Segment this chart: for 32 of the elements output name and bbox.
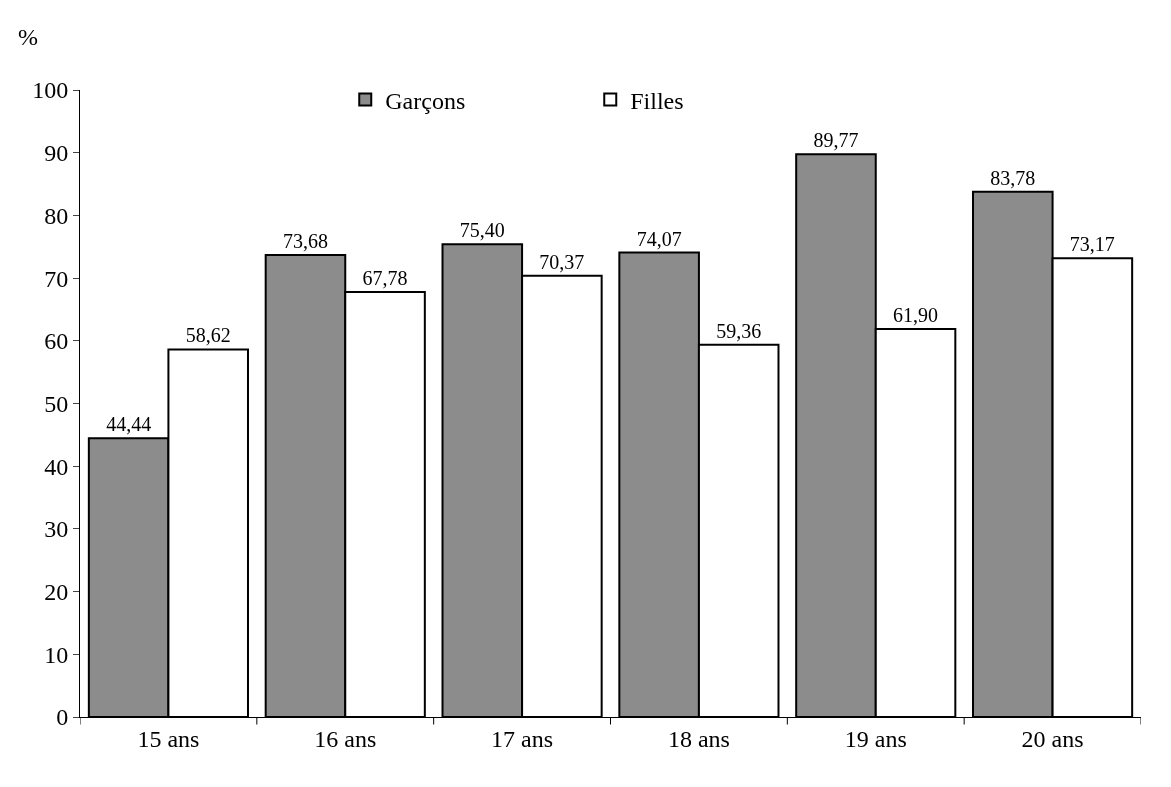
y-tick-label: 0	[56, 704, 69, 731]
y-axis-title: %	[18, 24, 38, 50]
y-tick-label: 10	[44, 641, 69, 668]
y-tick-label: 70	[44, 265, 69, 292]
y-tick-label: 20	[44, 579, 69, 605]
data-label: 74,07	[636, 227, 682, 250]
x-tick-label: 18 ans	[667, 725, 730, 752]
legend-label: Garçons	[385, 87, 466, 114]
y-tick-label: 100	[32, 77, 69, 104]
data-label: 67,78	[362, 267, 408, 290]
y-tick-label: 30	[44, 516, 69, 543]
data-label: 61,90	[893, 303, 939, 326]
data-label: 73,17	[1069, 233, 1115, 256]
data-label: 44,44	[106, 413, 152, 436]
x-tick-label: 19 ans	[844, 725, 907, 752]
y-tick-label: 60	[44, 328, 69, 355]
x-tick-label: 15 ans	[137, 725, 200, 752]
legend-label: Filles	[630, 87, 684, 114]
y-tick-label: 90	[44, 140, 69, 167]
x-tick-label: 17 ans	[491, 725, 554, 752]
data-label: 75,40	[459, 219, 505, 242]
y-tick-label: 40	[44, 453, 69, 480]
data-label: 59,36	[716, 319, 762, 342]
y-tick-label: 80	[44, 202, 69, 229]
data-label: 89,77	[813, 129, 859, 152]
data-label: 83,78	[990, 166, 1036, 189]
data-label: 73,68	[282, 230, 328, 253]
data-label: 58,62	[185, 324, 231, 347]
data-label: 70,37	[539, 250, 585, 273]
y-tick-label: 50	[44, 390, 69, 417]
x-tick-label: 20 ans	[1021, 725, 1084, 752]
x-tick-label: 16 ans	[314, 725, 377, 752]
